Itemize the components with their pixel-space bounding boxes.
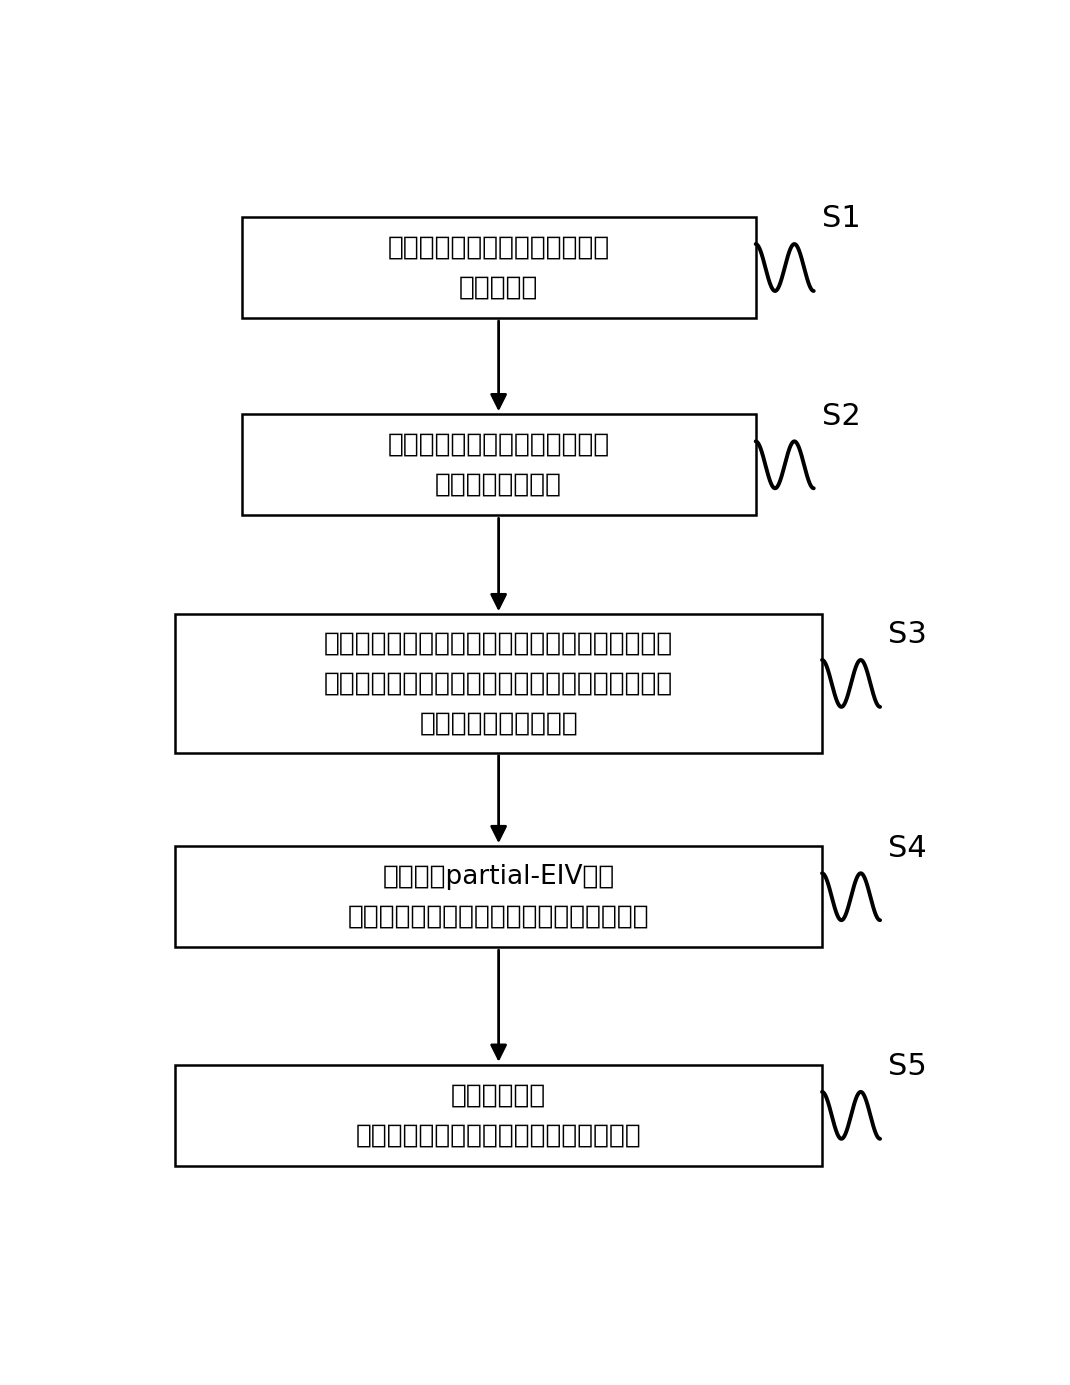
- Text: S4: S4: [888, 834, 927, 863]
- Text: 根据有理函数模型，构建包含待求参数的偏差补偿
模型，建立联合平差模型，该联合平差模型中包含
虚拟控制点的误差方程: 根据有理函数模型，构建包含待求参数的偏差补偿 模型，建立联合平差模型，该联合平差…: [324, 630, 673, 737]
- FancyBboxPatch shape: [175, 846, 822, 947]
- Text: S5: S5: [888, 1053, 927, 1082]
- Text: S3: S3: [888, 620, 928, 650]
- Text: 建立光学影像数据和激光测高数
据的有理函数模型: 建立光学影像数据和激光测高数 据的有理函数模型: [387, 432, 610, 497]
- Text: 采用基于partial-EIV模型
的总体最小二乘法对联合平差模型进行求解: 采用基于partial-EIV模型 的总体最小二乘法对联合平差模型进行求解: [348, 864, 649, 929]
- FancyBboxPatch shape: [242, 414, 755, 515]
- Text: S2: S2: [822, 402, 860, 431]
- FancyBboxPatch shape: [175, 1065, 822, 1166]
- Text: S1: S1: [822, 205, 860, 234]
- FancyBboxPatch shape: [242, 217, 755, 319]
- FancyBboxPatch shape: [175, 614, 822, 753]
- Text: 获取相对应的光学影像数据和激
光测高数据: 获取相对应的光学影像数据和激 光测高数据: [387, 234, 610, 301]
- Text: 根据求解后的
偏差补偿模型，获取影像的高程定位结果: 根据求解后的 偏差补偿模型，获取影像的高程定位结果: [355, 1082, 642, 1148]
